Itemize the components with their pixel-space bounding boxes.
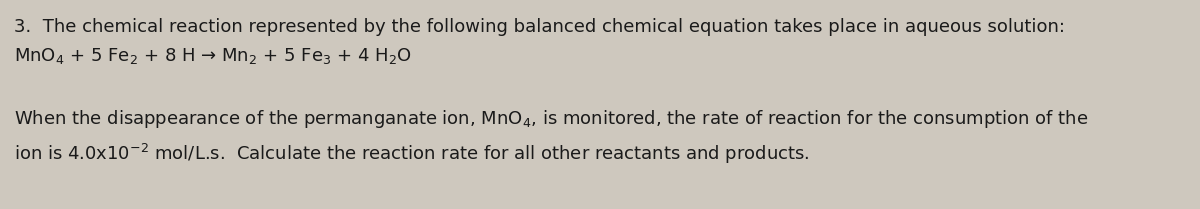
Text: 3.  The chemical reaction represented by the following balanced chemical equatio: 3. The chemical reaction represented by … — [14, 18, 1066, 36]
Text: When the disappearance of the permanganate ion, MnO$_{4}$, is monitored, the rat: When the disappearance of the permangana… — [14, 108, 1088, 130]
Text: MnO$_{4}$ + 5 Fe$_{2}$ + 8 H → Mn$_{2}$ + 5 Fe$_{3}$ + 4 H$_{2}$O: MnO$_{4}$ + 5 Fe$_{2}$ + 8 H → Mn$_{2}$ … — [14, 46, 413, 66]
Text: ion is 4.0x10$^{-2}$ mol/L.s.  Calculate the reaction rate for all other reactan: ion is 4.0x10$^{-2}$ mol/L.s. Calculate … — [14, 142, 810, 166]
